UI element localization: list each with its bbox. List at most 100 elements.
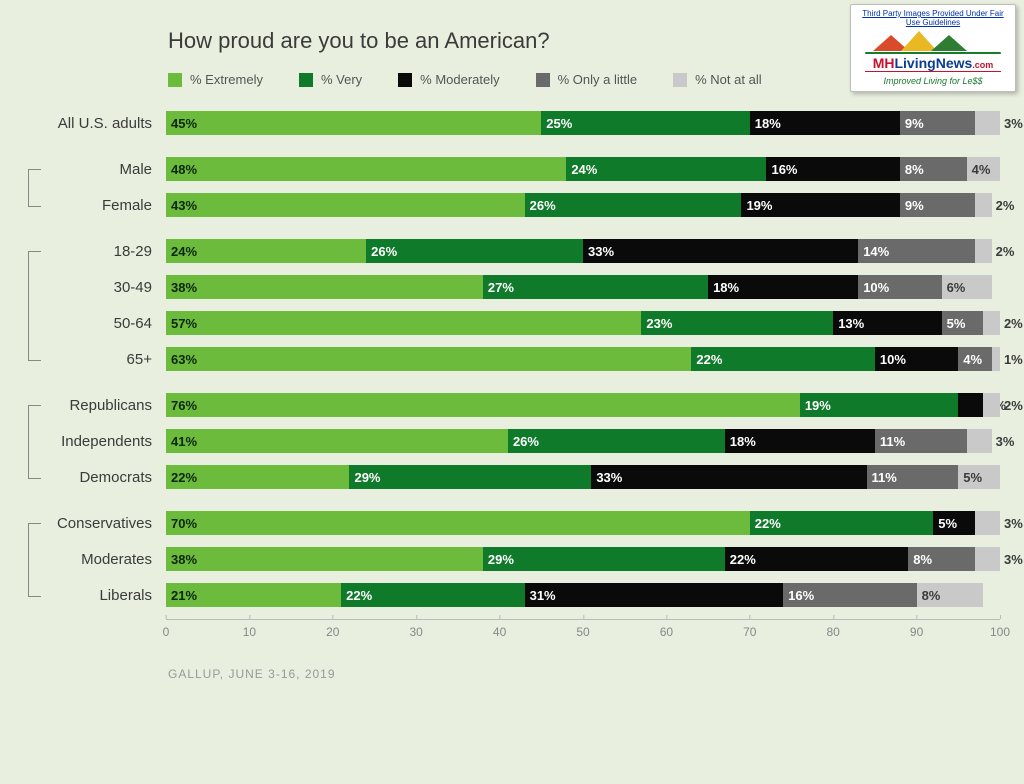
bar-segment: 27% <box>483 275 708 299</box>
bar-segment: 14% <box>858 239 975 263</box>
bar-segment: 29% <box>483 547 725 571</box>
data-row: 50-6457%23%13%5%2% <box>48 311 1000 335</box>
bar-segment: 33% <box>583 239 858 263</box>
segment-value: 2% <box>992 198 1015 213</box>
axis-tick: 30 <box>410 619 423 639</box>
group-bracket <box>28 405 41 479</box>
logo-underline <box>865 71 1001 72</box>
segment-value: 33% <box>583 244 614 259</box>
segment-value: 63% <box>166 352 197 367</box>
segment-value: 3% <box>1000 116 1023 131</box>
fair-use-caption: Third Party Images Provided Under Fair U… <box>857 9 1009 27</box>
segment-value: 57% <box>166 316 197 331</box>
bar-track: 22%29%33%11%5% <box>166 465 1000 489</box>
data-row: Conservatives70%22%5%3% <box>48 511 1000 535</box>
bar-segment: 8% <box>917 583 984 607</box>
legend-swatch <box>398 73 412 87</box>
segment-value: 29% <box>483 552 514 567</box>
segment-value: 8% <box>908 552 932 567</box>
legend-label: % Only a little <box>558 72 637 87</box>
bar-track: 24%26%33%14%2% <box>166 239 1000 263</box>
axis-tick-label: 90 <box>910 625 923 639</box>
source-line: GALLUP, JUNE 3-16, 2019 <box>168 667 1000 681</box>
bar-segment: 2% <box>975 193 992 217</box>
segment-value: 5% <box>933 516 957 531</box>
segment-value: 18% <box>725 434 756 449</box>
bar-segment: 45% <box>166 111 541 135</box>
segment-value: 14% <box>858 244 889 259</box>
data-row: Male48%24%16%8%4% <box>48 157 1000 181</box>
segment-value: 16% <box>766 162 797 177</box>
segment-value: 16% <box>783 588 814 603</box>
segment-value: 4% <box>967 162 991 177</box>
bar-segment: 31% <box>525 583 784 607</box>
bar-track: 57%23%13%5%2% <box>166 311 1000 335</box>
bar-segment: 26% <box>525 193 742 217</box>
row-label: Female <box>48 197 166 214</box>
row-label: Male <box>48 161 166 178</box>
segment-value: 26% <box>366 244 397 259</box>
row-group: 18-2924%26%33%14%2%30-4938%27%18%10%6%50… <box>48 239 1000 371</box>
bar-segment: 38% <box>166 275 483 299</box>
segment-value: 23% <box>641 316 672 331</box>
bar-track: 63%22%10%4%1% <box>166 347 1000 371</box>
group-bracket <box>28 169 41 207</box>
bar-segment: 3% <box>975 111 1000 135</box>
row-group: All U.S. adults45%25%18%9%3% <box>48 111 1000 135</box>
bar-segment: 29% <box>349 465 591 489</box>
row-label: Independents <box>48 433 166 450</box>
bar-segment: 13% <box>833 311 941 335</box>
bar-track: 43%26%19%9%2% <box>166 193 1000 217</box>
row-label: Conservatives <box>48 515 166 532</box>
bar-segment: 5% <box>958 465 1000 489</box>
row-label: 50-64 <box>48 315 166 332</box>
axis-tick: 100 <box>990 619 1010 639</box>
bar-segment: 3% <box>975 547 1000 571</box>
segment-value: 19% <box>741 198 772 213</box>
segment-value: 2% <box>1000 398 1023 413</box>
row-label: Republicans <box>48 397 166 414</box>
segment-value: 70% <box>166 516 197 531</box>
segment-value: 18% <box>750 116 781 131</box>
axis-tick-label: 80 <box>827 625 840 639</box>
data-row: Moderates38%29%22%8%3% <box>48 547 1000 571</box>
logo-divider <box>865 52 1001 54</box>
segment-value: 48% <box>166 162 197 177</box>
bar-segment: 4% <box>967 157 1000 181</box>
segment-value: 43% <box>166 198 197 213</box>
logo-brand-name: MHLivingNews.com <box>857 55 1009 71</box>
legend-item: % Not at all <box>673 72 761 87</box>
bar-track: 21%22%31%16%8% <box>166 583 1000 607</box>
segment-value: 10% <box>858 280 889 295</box>
bar-track: 45%25% 18% 9% 3% <box>166 111 1000 135</box>
segment-value: 38% <box>166 552 197 567</box>
bar-track: 70%22%5%3% <box>166 511 1000 535</box>
axis-tick-label: 70 <box>743 625 756 639</box>
axis-tick: 10 <box>243 619 256 639</box>
segment-value: 25% <box>541 116 572 131</box>
segment-value: 3% <box>1000 552 1023 567</box>
segment-value: 41% <box>166 434 197 449</box>
axis-tick-label: 0 <box>163 625 170 639</box>
logo-tagline: Improved Living for Le$$ <box>857 76 1009 86</box>
segment-value: 3% <box>1000 516 1023 531</box>
segment-value: 9% <box>900 116 924 131</box>
legend-label: % Extremely <box>190 72 263 87</box>
bar-segment: 18% <box>708 275 858 299</box>
bar-segment: 22% <box>691 347 874 371</box>
group-bracket <box>28 523 41 597</box>
segment-value: 22% <box>750 516 781 531</box>
segment-value: 13% <box>833 316 864 331</box>
segment-value: 19% <box>800 398 831 413</box>
segment-value: 5% <box>958 470 982 485</box>
bar-segment: 18% <box>750 111 900 135</box>
segment-value: 3% <box>992 434 1015 449</box>
segment-value: 11% <box>875 434 905 449</box>
chart-rows: All U.S. adults45%25%18%9%3%Male48%24%16… <box>48 111 1000 607</box>
legend-swatch <box>168 73 182 87</box>
legend-swatch <box>536 73 550 87</box>
row-label: Moderates <box>48 551 166 568</box>
segment-value: 2% <box>1000 316 1023 331</box>
axis-tick: 40 <box>493 619 506 639</box>
row-label: 65+ <box>48 351 166 368</box>
